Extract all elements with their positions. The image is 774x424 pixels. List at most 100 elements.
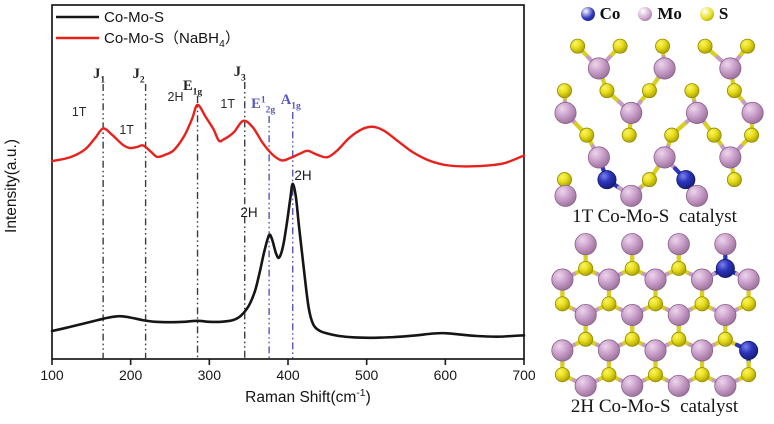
atom-mo	[667, 374, 690, 397]
x-tick-label: 600	[434, 367, 458, 383]
atom-s	[741, 296, 757, 312]
atom-s	[697, 38, 713, 54]
x-tick-label: 700	[512, 367, 535, 383]
atom-s	[570, 38, 586, 54]
atom-mo	[685, 101, 708, 124]
atom-s	[664, 127, 680, 143]
atom-mo	[551, 268, 574, 291]
atom-mo	[741, 101, 764, 124]
atom-mo	[621, 303, 644, 327]
atom-mo	[719, 146, 742, 169]
atom-s	[726, 83, 742, 99]
atom-legend: Co Mo S	[535, 4, 774, 24]
atom-s	[694, 296, 710, 312]
atom-s	[706, 127, 722, 143]
atom-legend-label: Co	[599, 4, 621, 23]
atom-s	[557, 172, 572, 188]
atom-mo	[667, 303, 690, 327]
x-tick-label: 300	[198, 367, 222, 383]
raman-spectra-chart: 100 200 300 400 500 600 700 Raman Shift(cm-1) In…	[3, 4, 535, 406]
peak-label: E1g	[183, 78, 202, 98]
atom-s	[740, 38, 756, 54]
atom-s	[684, 83, 700, 99]
x-tick-label: 500	[355, 367, 379, 383]
phase-label: 2H	[168, 90, 184, 104]
atom-mo	[667, 233, 690, 256]
atom-mo	[653, 57, 676, 80]
peak-label: J1	[93, 66, 105, 86]
phase-label: 1T	[119, 123, 134, 137]
atom-co	[597, 170, 617, 190]
atom-s	[717, 331, 733, 347]
atom-s	[671, 331, 687, 347]
atom-mo	[597, 339, 620, 362]
atom-s	[694, 367, 710, 383]
chart-legend-label: Co-Mo-S（NaBH4）	[104, 30, 240, 50]
atom-mo	[587, 57, 610, 80]
atom-s	[641, 172, 657, 188]
peak-label: A1g	[281, 92, 301, 112]
atom-legend-item-mo: Mo	[638, 4, 682, 24]
structure-2h-lattice	[551, 233, 760, 397]
atom-legend-label: Mo	[657, 4, 682, 23]
atom-s	[741, 367, 757, 383]
atom-mo	[621, 374, 644, 397]
atom-s	[655, 38, 671, 54]
atom-s	[554, 296, 570, 312]
atom-mo	[597, 268, 620, 291]
x-tick-label: 400	[276, 367, 300, 383]
mo-atom-icon	[638, 7, 653, 21]
phase-label: 1T	[72, 105, 87, 119]
atom-s	[579, 127, 595, 143]
co-atom-icon	[580, 7, 595, 21]
peak-label: J2	[133, 66, 145, 86]
atom-mo	[714, 233, 737, 256]
atom-s	[621, 127, 637, 143]
atom-s	[601, 367, 617, 383]
peak-label: J3	[234, 64, 246, 84]
atom-s	[578, 260, 594, 276]
caption-2h: 2H Co-Mo-S catalyst	[570, 396, 739, 417]
atom-s	[648, 296, 664, 312]
atom-mo	[554, 184, 577, 207]
atom-mo	[653, 146, 676, 169]
y-axis-label: Intensity(a.u.)	[3, 139, 20, 233]
s-atom-icon	[699, 7, 714, 21]
atom-mo	[551, 339, 574, 362]
atom-mo	[620, 101, 643, 124]
atom-mo	[691, 339, 714, 362]
atom-mo	[737, 268, 760, 291]
atom-co	[739, 340, 759, 360]
atom-legend-item-co: Co	[580, 4, 621, 24]
atom-co	[676, 170, 696, 190]
curve-annotation: 2H	[294, 168, 311, 183]
atom-mo	[574, 303, 597, 327]
x-tick-label: 100	[40, 367, 64, 383]
atom-mo	[644, 339, 667, 362]
atom-s	[557, 83, 572, 99]
atom-s	[601, 296, 617, 312]
spectrum-curve-co-mo-s	[50, 182, 526, 340]
atom-mo	[691, 268, 714, 291]
atom-s	[641, 83, 657, 99]
atom-s	[744, 127, 760, 143]
atom-mo	[620, 184, 643, 207]
atom-mo	[621, 233, 644, 256]
atom-mo	[719, 57, 742, 80]
atom-mo	[574, 374, 597, 397]
atom-mo	[554, 101, 577, 124]
atom-legend-label: S	[718, 4, 729, 23]
atom-co	[715, 258, 735, 278]
atom-s	[671, 260, 687, 276]
caption-1t: 1T Co-Mo-S catalyst	[572, 206, 737, 227]
atom-s	[624, 260, 640, 276]
x-tick-label: 200	[119, 367, 143, 383]
spectrum-curve-co-mo-s-nabh4	[50, 103, 526, 168]
chart-legend-label: Co-Mo-S	[104, 9, 164, 26]
structure-1t-lattice	[554, 38, 764, 207]
atom-mo	[714, 374, 737, 397]
atom-s	[726, 172, 742, 188]
atom-mo	[587, 146, 610, 169]
atom-mo	[714, 303, 737, 327]
